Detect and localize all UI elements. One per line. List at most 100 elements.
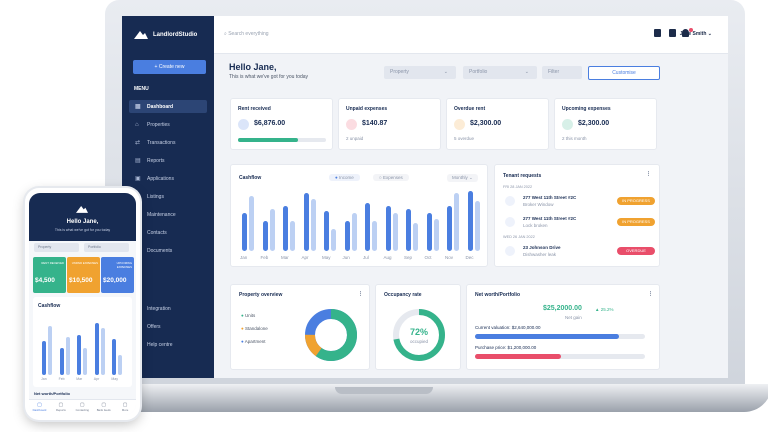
mobile-tab-label: Contacting <box>75 408 89 412</box>
mobile-tab-bar: ▢ Dashboard ▢ Reports ▢ Contacting ▢ Bank feeds… <box>29 399 136 415</box>
cashflow-bar-expenses <box>474 201 480 251</box>
net-worth-change: ▲ 25.2% <box>595 307 614 312</box>
sidebar-item-label: Offers <box>147 323 161 330</box>
mobile-tile-label: UPCOMING EXPENSES <box>116 261 132 269</box>
kpi-icon <box>562 119 573 130</box>
sidebar-item[interactable]: ▥Listings <box>129 190 207 203</box>
mobile-tab-label: More <box>121 408 129 412</box>
legend-label: Standalone <box>244 326 268 331</box>
mobile-cashflow-bar <box>65 337 70 375</box>
legend-item: ● Units <box>241 313 255 318</box>
ring-fill <box>393 309 445 361</box>
sidebar-item[interactable]: ◇Help centre <box>129 338 207 351</box>
cashflow-tick-label: Jan <box>240 255 248 260</box>
status-badge: IN PROGRESS <box>617 218 655 226</box>
search-input[interactable]: ⌕ Search everything <box>224 31 269 37</box>
more-icon[interactable]: ⋮ <box>646 171 651 177</box>
kpi-title: Upcoming expenses <box>562 106 611 112</box>
cashflow-tick-label: Apr <box>301 255 309 260</box>
mobile-logo-icon <box>76 206 88 213</box>
mobile-subtitle: This is what we've got for you today <box>54 228 111 232</box>
mobile-cashflow-bar <box>118 355 123 375</box>
kpi-title: Unpaid expenses <box>346 106 388 112</box>
sidebar-item[interactable]: ✎Maintenance <box>129 208 207 221</box>
more-icon[interactable]: ⋮ <box>648 291 653 297</box>
property-select[interactable]: Property ⌄ <box>384 66 456 79</box>
portfolio-select[interactable]: Portfolio ⌄ <box>463 66 537 79</box>
mobile-tile-label: UNPAID EXPENSES <box>71 261 98 265</box>
top-bar: ⌕ Search everything Jane Smith ⌄ <box>214 16 728 54</box>
mobile-kpi-tile[interactable]: RENT RECEIVED $4,500 <box>33 257 66 293</box>
property-overview-title: Property overview <box>239 292 283 298</box>
mobile-tab[interactable]: ▢ Contacting <box>72 402 93 412</box>
page-title: Hello Jane, <box>229 62 277 72</box>
page-subtitle: This is what we've got for you today <box>229 74 309 80</box>
current-valuation: Current valuation: $2,640,000.00 <box>475 325 541 330</box>
mobile-tile-label: RENT RECEIVED <box>41 261 64 265</box>
cashflow-bar-expenses <box>269 209 275 251</box>
cashflow-tick-label: Jul <box>363 255 369 260</box>
sidebar-item[interactable]: ⇄ Transactions <box>129 136 207 149</box>
cashflow-bar-expenses <box>413 223 418 251</box>
tenant-request-row[interactable]: 23 Johnson Drive Dishwasher leak OVERDUE <box>503 243 655 261</box>
chat-icon[interactable] <box>669 29 676 37</box>
sidebar-item[interactable]: ◇Offers <box>129 320 207 333</box>
calendar-icon[interactable] <box>654 29 661 37</box>
sidebar-item-label: Contacts <box>147 229 167 236</box>
cashflow-bar-income <box>467 191 473 251</box>
occupancy-card: Occupancy rate 72% occupied <box>375 284 461 370</box>
tenant-icon <box>505 196 515 206</box>
tenant-request-row[interactable]: 277 West 11th Street #2C Broker Window IN … <box>503 193 655 211</box>
sidebar-item-label: Help centre <box>147 341 173 348</box>
phone-frame: Hello Jane, This is what we've got for y… <box>25 188 140 420</box>
status-badge: IN PROGRESS <box>617 197 655 205</box>
mobile-tab[interactable]: ▢ More <box>115 402 136 412</box>
bell-icon[interactable] <box>682 29 689 37</box>
mobile-cashflow-chart <box>39 319 127 375</box>
tenant-request-row[interactable]: 277 West 11th Street #2C Lock broken IN PR… <box>503 214 655 232</box>
cashflow-bar-expenses <box>392 213 398 251</box>
sidebar-item-label: Integration <box>147 305 171 312</box>
mobile-tab[interactable]: ▢ Reports <box>50 402 71 412</box>
status-badge: OVERDUE <box>617 247 655 255</box>
legend-expenses[interactable]: ○ Expenses <box>373 174 409 181</box>
create-new-button[interactable]: + Create new <box>133 60 206 74</box>
kpi-card[interactable]: Unpaid expenses $140.87 2 unpaid <box>338 98 441 150</box>
kpi-card[interactable]: Rent received $6,876.00 <box>230 98 333 150</box>
sidebar-item[interactable]: ⌂ Properties <box>129 118 207 131</box>
customise-button[interactable]: Customise <box>588 66 660 80</box>
occupancy-ring <box>393 309 445 361</box>
cashflow-bar-expenses <box>249 196 254 251</box>
period-select[interactable]: Monthly ⌄ <box>447 174 478 182</box>
mobile-kpi-tile[interactable]: UNPAID EXPENSES $10,500 <box>67 257 100 293</box>
mobile-tab[interactable]: ▢ Dashboard <box>29 402 50 412</box>
sidebar-item[interactable]: ◇Integration <box>129 302 207 315</box>
mobile-tab-label: Dashboard <box>32 408 47 412</box>
sidebar-item[interactable]: ▤ Reports <box>129 154 207 167</box>
nav-icon: ▣ <box>135 175 141 182</box>
sidebar-item[interactable]: ▣ Applications <box>129 172 207 185</box>
notification-dot <box>689 28 693 32</box>
mobile-tab-icon: ▢ <box>79 402 85 408</box>
cashflow-bar-expenses <box>433 219 439 251</box>
mobile-kpi-tile[interactable]: UPCOMING EXPENSES $20,000 <box>101 257 134 293</box>
legend-income[interactable]: ● Income <box>329 174 360 181</box>
sidebar-item[interactable]: ☺Contacts <box>129 226 207 239</box>
mobile-portfolio-select[interactable]: Portfolio <box>84 243 129 252</box>
mobile-tab[interactable]: ▢ Bank feeds <box>93 402 114 412</box>
more-icon[interactable]: ⋮ <box>358 291 363 297</box>
mobile-tab-icon: ▢ <box>101 402 107 408</box>
app-name: LandlordStudio <box>153 31 198 38</box>
tenant-date: FRI 28 JAN 2022 <box>503 185 533 189</box>
filter-button[interactable]: Filter <box>542 66 582 79</box>
mobile-property-select[interactable]: Property <box>34 243 79 252</box>
sidebar-item[interactable]: ▦ Dashboard <box>129 100 207 113</box>
mobile-tile-amount: $4,500 <box>35 277 55 284</box>
sidebar-item[interactable]: ▯Documents <box>129 244 207 257</box>
occupancy-label: occupied <box>409 339 428 344</box>
user-menu[interactable]: Jane Smith ⌄ <box>679 31 712 37</box>
mobile-networth-title: Net worth/Portfolio <box>34 391 70 396</box>
logo[interactable]: LandlordStudio <box>134 30 197 39</box>
kpi-card[interactable]: Overdue rent $2,300.00 5 overdue <box>446 98 549 150</box>
kpi-card[interactable]: Upcoming expenses $2,300.00 2 this month <box>554 98 657 150</box>
